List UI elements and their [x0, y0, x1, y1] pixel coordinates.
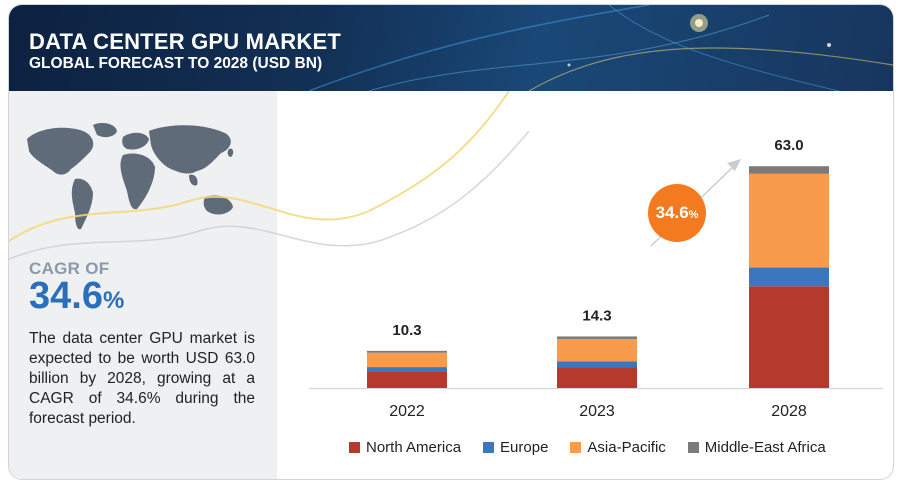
bar-segment-europe-2028 — [749, 267, 829, 287]
infographic-card: DATA CENTER GPU MARKET GLOBAL FORECAST T… — [8, 4, 894, 480]
bar-segment-europe-2022 — [367, 367, 447, 372]
cagr-badge-value: 34.6 — [655, 203, 689, 222]
bar-segment-asia-pacific-2023 — [557, 338, 637, 362]
legend-label: Middle-East Africa — [704, 439, 826, 456]
x-tick-label-2023: 2023 — [579, 403, 615, 420]
bar-total-label-2028: 63.0 — [774, 137, 803, 154]
market-description: The data center GPU market is expected t… — [29, 330, 255, 427]
world-map-icon — [27, 123, 234, 230]
x-tick-label-2022: 2022 — [389, 403, 425, 420]
legend-item-middle-east-africa: Middle-East Africa — [687, 439, 826, 456]
page-subtitle: GLOBAL FORECAST TO 2028 (USD BN) — [29, 55, 323, 72]
bar-segment-north-america-2023 — [557, 367, 637, 388]
legend-label: Asia-Pacific — [587, 439, 666, 456]
header-banner: DATA CENTER GPU MARKET GLOBAL FORECAST T… — [9, 5, 893, 91]
bar-segment-north-america-2028 — [749, 286, 829, 388]
legend-label: Europe — [500, 439, 549, 456]
bar-total-label-2023: 14.3 — [582, 307, 611, 324]
x-tick-label-2028: 2028 — [771, 403, 807, 420]
legend-swatch — [483, 442, 495, 453]
bar-segment-asia-pacific-2028 — [749, 173, 829, 268]
legend-item-europe: Europe — [483, 439, 548, 456]
legend-swatch — [349, 442, 360, 453]
cagr-label: CAGR OF — [29, 259, 110, 278]
page-title: DATA CENTER GPU MARKET — [29, 29, 341, 54]
cagr-number: 34.6 — [29, 275, 103, 317]
growth-arrow-head-icon — [727, 159, 741, 171]
bar-segment-europe-2023 — [557, 361, 637, 368]
bar-total-label-2022: 10.3 — [392, 322, 421, 339]
bar-segment-middle-east-africa-2028 — [749, 166, 829, 174]
bar-segment-middle-east-africa-2023 — [557, 336, 637, 339]
cagr-value: 34.6% — [29, 275, 124, 318]
chart-legend: North America Europe Asia-Pacific Middle… — [349, 439, 826, 456]
cagr-badge: 34.6% — [648, 184, 706, 242]
legend-item-north-america: North America — [349, 439, 461, 456]
banner-light-streaks — [308, 5, 893, 91]
cagr-badge-unit: % — [688, 209, 699, 221]
legend-swatch — [570, 442, 582, 453]
bar-segment-north-america-2022 — [367, 371, 447, 388]
bar-segment-asia-pacific-2022 — [367, 352, 447, 368]
summary-panel: CAGR OF 34.6% The data center GPU market… — [9, 91, 277, 479]
bar-segment-middle-east-africa-2022 — [367, 350, 447, 353]
legend-label: North America — [366, 439, 462, 456]
cagr-unit: % — [102, 287, 125, 314]
stacked-bar-chart: 10.3 2022 14.3 2023 63.0 2028 — [309, 137, 883, 420]
legend-item-asia-pacific: Asia-Pacific — [570, 439, 666, 456]
legend-swatch — [687, 442, 699, 453]
